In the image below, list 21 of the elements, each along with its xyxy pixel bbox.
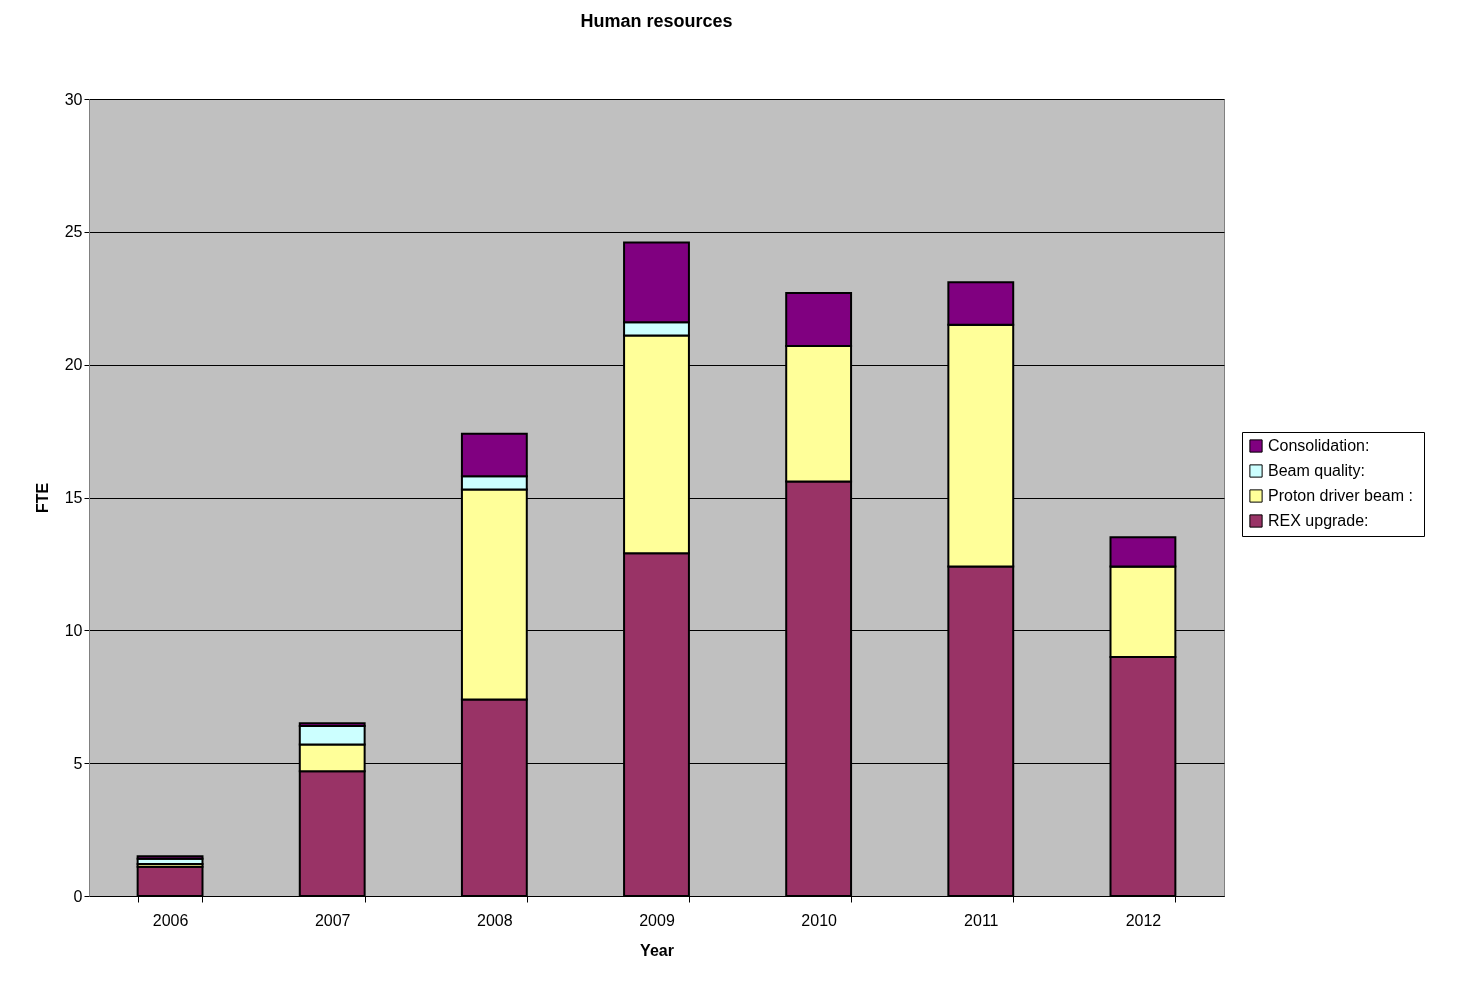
legend-label: REX upgrade: [1268, 512, 1369, 529]
y-tick-label: 10 [64, 621, 83, 639]
legend-label: Proton driver beam : [1268, 487, 1413, 504]
x-tick-label: 2012 [1125, 911, 1162, 929]
chart-title: Human resources [580, 11, 733, 31]
y-tick-label: 0 [73, 887, 83, 905]
x-tick-label: 2006 [152, 911, 189, 929]
legend-label: Beam quality: [1268, 462, 1365, 479]
y-tick-label: 30 [64, 90, 83, 108]
x-axis-title: Year [640, 941, 674, 959]
y-tick-label: 25 [64, 223, 83, 241]
y-tick-label: 15 [64, 489, 83, 506]
x-tick-label: 2010 [801, 911, 838, 929]
x-tick-label: 2011 [964, 911, 999, 929]
x-tick-label: 2009 [639, 911, 675, 929]
y-axis-title: FTE [33, 482, 51, 514]
y-tick-label: 20 [64, 356, 83, 374]
x-tick-label: 2007 [314, 911, 351, 929]
y-tick-label: 5 [73, 754, 83, 772]
legend-label: Consolidation: [1268, 437, 1370, 454]
x-tick-label: 2008 [477, 911, 513, 929]
